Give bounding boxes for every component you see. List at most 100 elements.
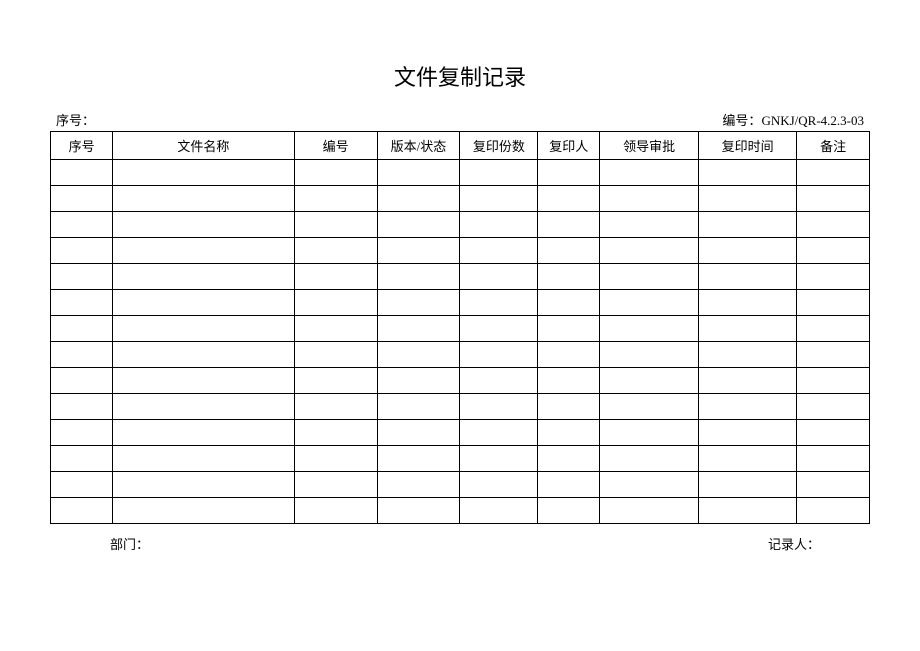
table-header-cell: 备注	[797, 132, 870, 160]
table-cell	[294, 498, 377, 524]
table-cell	[460, 368, 538, 394]
table-cell	[698, 368, 796, 394]
table-cell	[797, 290, 870, 316]
table-cell	[698, 342, 796, 368]
table-row	[51, 264, 870, 290]
table-cell	[797, 368, 870, 394]
table-header-cell: 领导审批	[600, 132, 698, 160]
page-title: 文件复制记录	[50, 60, 870, 92]
table-cell	[51, 212, 113, 238]
table-cell	[51, 290, 113, 316]
table-row	[51, 342, 870, 368]
table-cell	[51, 446, 113, 472]
table-cell	[51, 160, 113, 186]
table-cell	[294, 290, 377, 316]
table-cell	[377, 264, 460, 290]
table-row	[51, 446, 870, 472]
table-cell	[600, 472, 698, 498]
table-cell	[51, 342, 113, 368]
table-header-cell: 编号	[294, 132, 377, 160]
table-cell	[600, 264, 698, 290]
table-cell	[698, 212, 796, 238]
table-cell	[460, 498, 538, 524]
table-cell	[797, 316, 870, 342]
table-cell	[600, 186, 698, 212]
table-cell	[294, 264, 377, 290]
table-cell	[377, 498, 460, 524]
record-table: 序号文件名称编号版本/状态复印份数复印人领导审批复印时间备注	[50, 131, 870, 524]
table-header-row: 序号文件名称编号版本/状态复印份数复印人领导审批复印时间备注	[51, 132, 870, 160]
table-cell	[698, 446, 796, 472]
table-cell	[51, 238, 113, 264]
table-cell	[797, 394, 870, 420]
table-cell	[538, 316, 600, 342]
table-cell	[538, 238, 600, 264]
table-cell	[600, 394, 698, 420]
table-header-cell: 复印份数	[460, 132, 538, 160]
table-cell	[600, 498, 698, 524]
header-left-label: 序号：	[56, 110, 95, 129]
table-cell	[698, 290, 796, 316]
table-cell	[797, 186, 870, 212]
table-cell	[377, 290, 460, 316]
table-cell	[113, 368, 294, 394]
table-cell	[294, 472, 377, 498]
table-cell	[294, 186, 377, 212]
table-cell	[460, 212, 538, 238]
table-cell	[113, 290, 294, 316]
table-row	[51, 290, 870, 316]
table-cell	[698, 420, 796, 446]
table-row	[51, 238, 870, 264]
table-cell	[600, 446, 698, 472]
footer-left-label: 部门：	[110, 534, 149, 553]
table-header-cell: 复印时间	[698, 132, 796, 160]
table-cell	[294, 212, 377, 238]
table-cell	[600, 420, 698, 446]
table-cell	[113, 472, 294, 498]
table-row	[51, 316, 870, 342]
table-cell	[377, 342, 460, 368]
table-cell	[294, 446, 377, 472]
table-cell	[294, 368, 377, 394]
table-cell	[294, 420, 377, 446]
table-cell	[460, 290, 538, 316]
table-cell	[113, 212, 294, 238]
table-cell	[797, 160, 870, 186]
table-cell	[460, 420, 538, 446]
footer-right-label: 记录人：	[768, 534, 820, 553]
table-cell	[377, 212, 460, 238]
table-cell	[113, 342, 294, 368]
table-header-cell: 文件名称	[113, 132, 294, 160]
table-cell	[460, 264, 538, 290]
table-cell	[113, 446, 294, 472]
table-cell	[377, 394, 460, 420]
table-cell	[113, 498, 294, 524]
table-cell	[294, 160, 377, 186]
table-cell	[460, 446, 538, 472]
table-cell	[377, 368, 460, 394]
table-cell	[600, 316, 698, 342]
table-cell	[538, 212, 600, 238]
table-cell	[797, 446, 870, 472]
table-cell	[51, 498, 113, 524]
table-cell	[698, 394, 796, 420]
table-row	[51, 212, 870, 238]
table-cell	[377, 446, 460, 472]
table-cell	[698, 186, 796, 212]
table-cell	[377, 472, 460, 498]
table-cell	[113, 316, 294, 342]
table-cell	[538, 420, 600, 446]
table-cell	[797, 264, 870, 290]
table-cell	[538, 394, 600, 420]
table-cell	[113, 264, 294, 290]
table-cell	[797, 342, 870, 368]
header-right-label: 编号：	[722, 113, 761, 128]
table-cell	[113, 394, 294, 420]
table-cell	[294, 316, 377, 342]
table-cell	[698, 238, 796, 264]
table-cell	[698, 472, 796, 498]
table-row	[51, 160, 870, 186]
table-cell	[797, 238, 870, 264]
table-cell	[600, 342, 698, 368]
table-cell	[797, 472, 870, 498]
